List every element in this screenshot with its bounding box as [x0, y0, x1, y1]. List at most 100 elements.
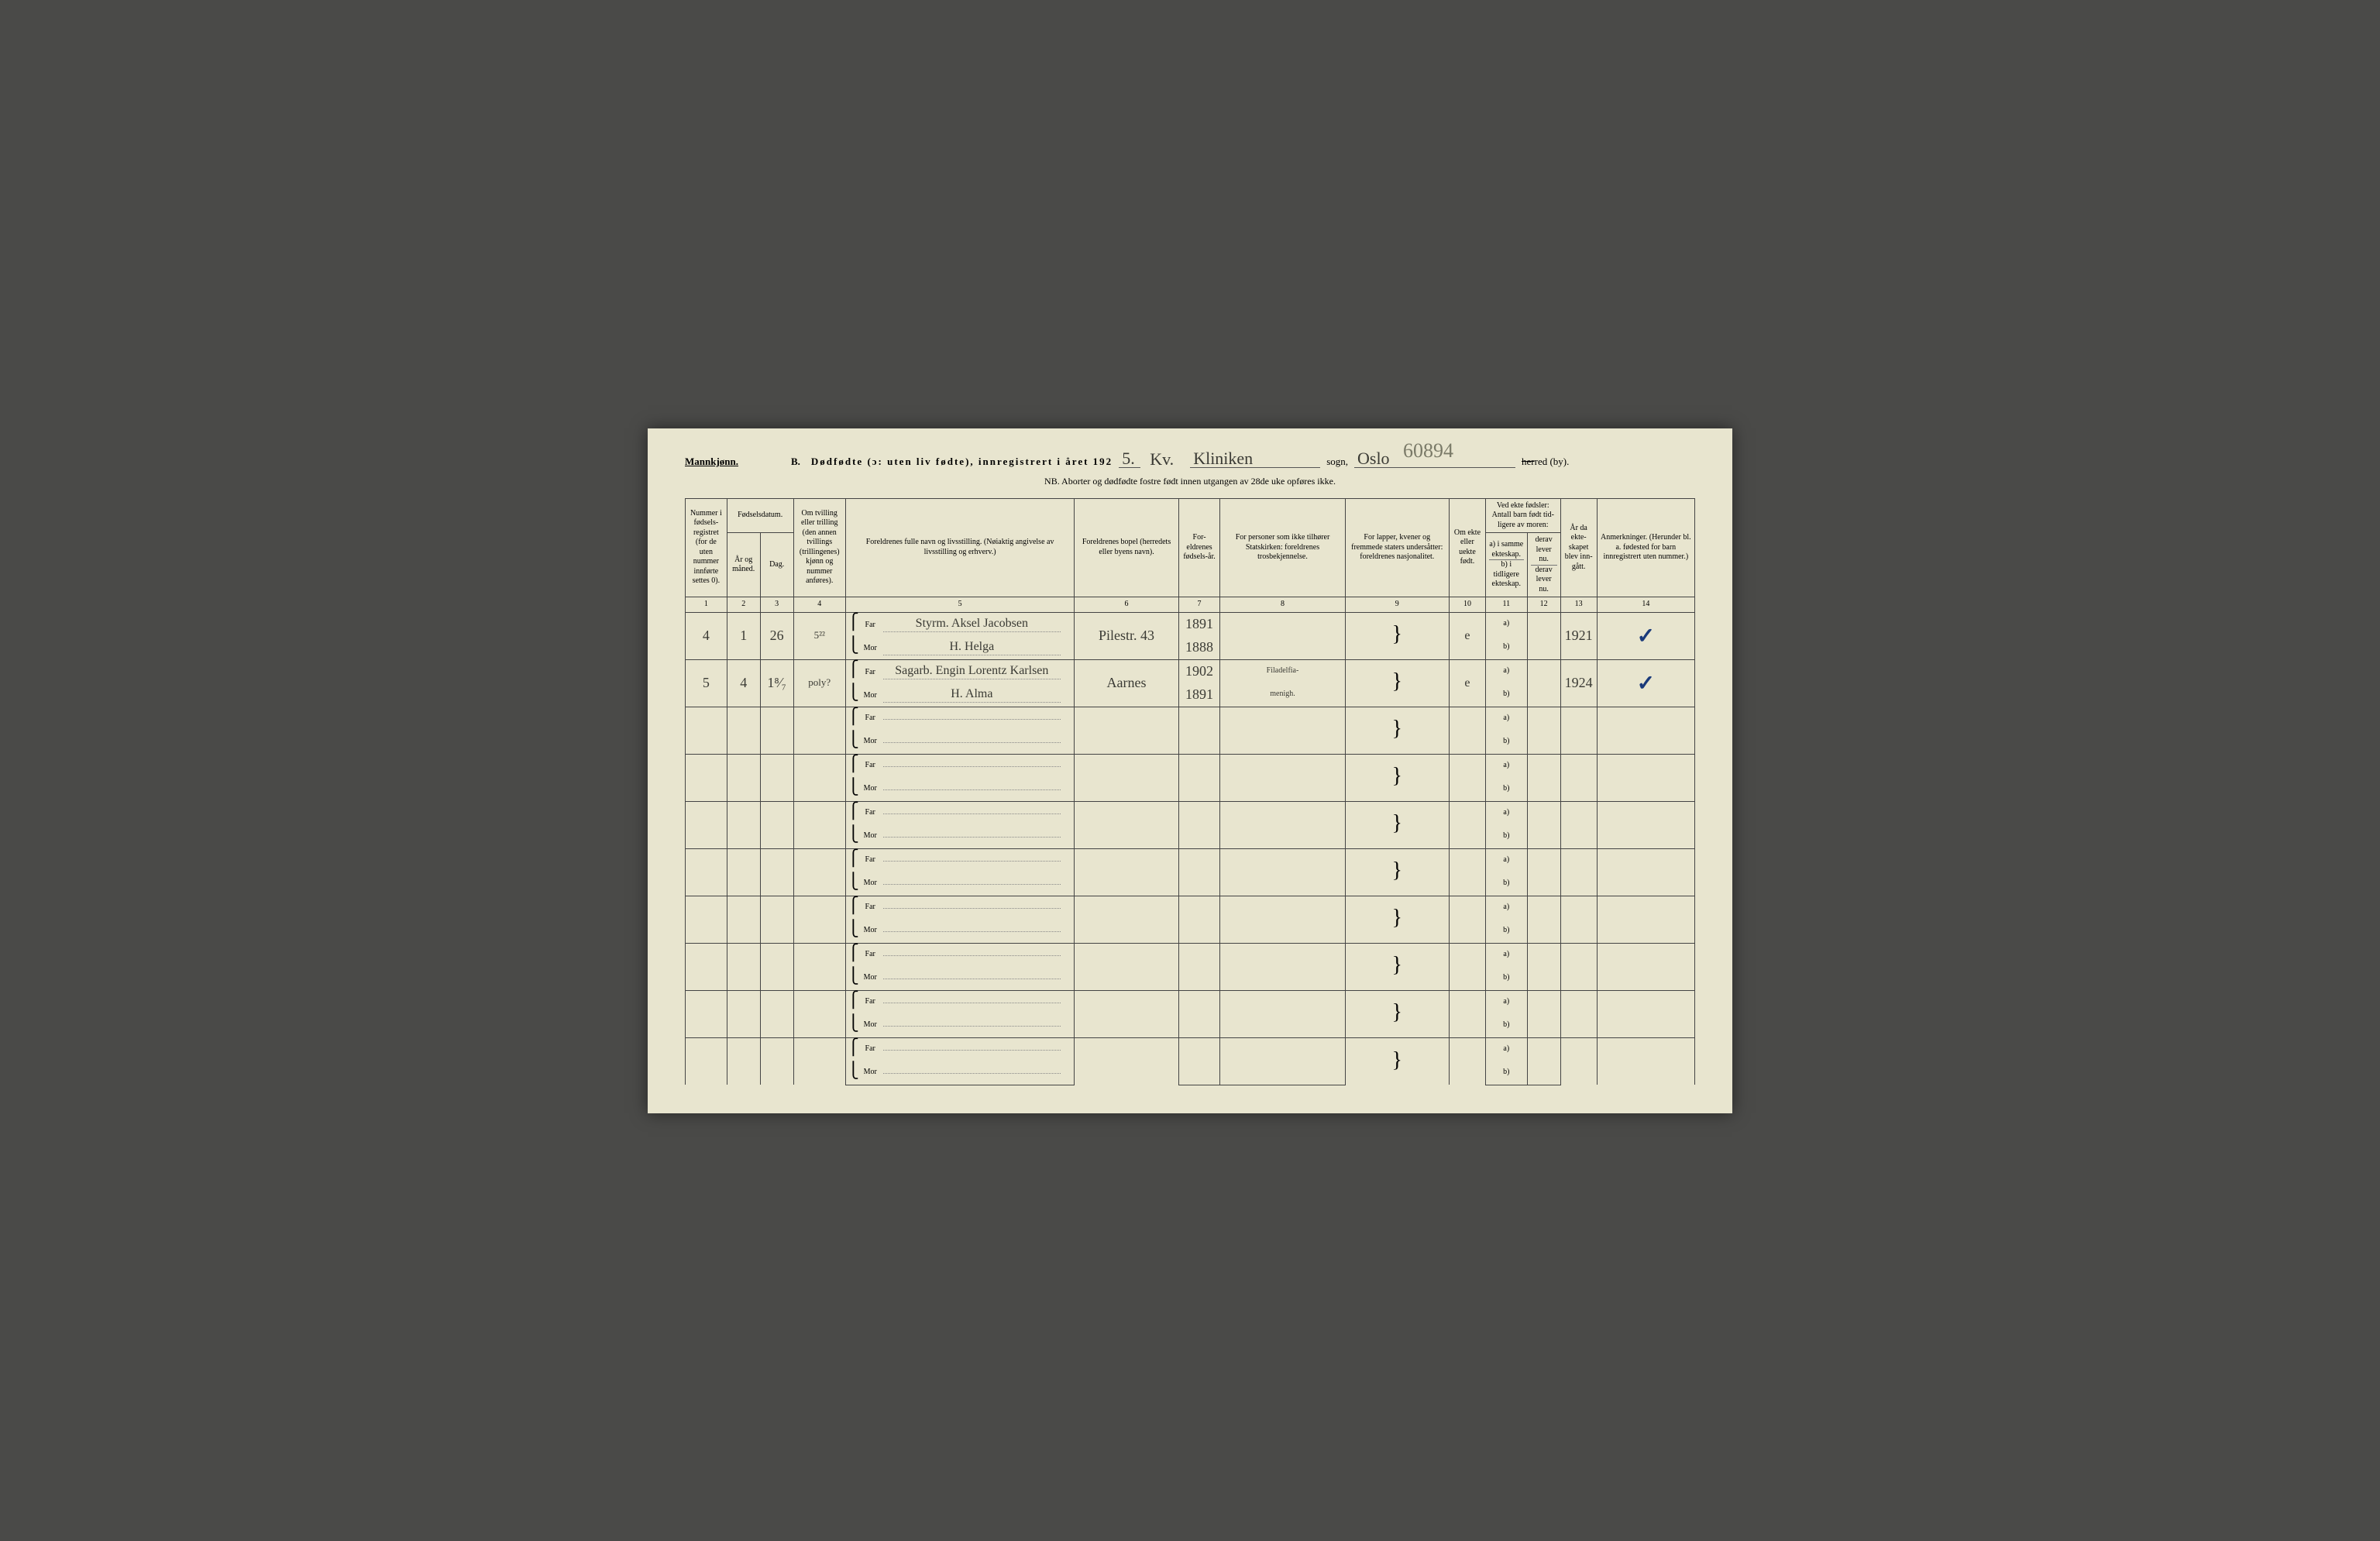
- c11b-text: b) i tidligere ekteskap.: [1492, 560, 1522, 588]
- col-num-2: 2: [727, 597, 760, 613]
- title-main: Dødfødte (ɔ: uten liv fødte), innregistr…: [811, 456, 1113, 468]
- entry-month: [727, 896, 760, 943]
- entry-day: [760, 801, 793, 848]
- c12b-text: derav lever nu.: [1536, 566, 1553, 593]
- entry-tros-mor: [1220, 1061, 1345, 1085]
- col-14-header: Anmerkninger. (Herunder bl. a. fødested …: [1597, 498, 1694, 597]
- entry-nasj: }: [1345, 943, 1449, 990]
- entry-far-aar: [1178, 990, 1220, 1014]
- entry-11a: a): [1485, 754, 1527, 778]
- entry-far: ⎧Far: [845, 801, 1075, 825]
- entry-12a: [1527, 754, 1560, 778]
- col-num-13: 13: [1560, 597, 1597, 613]
- col-5-header: Foreldrenes fulle navn og livsstilling. …: [845, 498, 1075, 597]
- entry-far-aar: [1178, 943, 1220, 967]
- entry-12b: [1527, 636, 1560, 660]
- entry-twin: poly?: [793, 659, 845, 707]
- entry-tros-far: [1220, 896, 1345, 920]
- entry-nasj: }: [1345, 990, 1449, 1037]
- sogn-prefix-hw: Kv.: [1147, 451, 1184, 468]
- entry-bopel: [1075, 754, 1178, 801]
- register-page: 60894 Mannkjønn. B. Dødfødte (ɔ: uten li…: [648, 428, 1732, 1113]
- entry-tros-mor: [1220, 1014, 1345, 1038]
- section-b: B.: [791, 456, 800, 468]
- entry-month: [727, 943, 760, 990]
- entry-twin: [793, 1037, 845, 1085]
- entry-num: [686, 943, 727, 990]
- entry-ekte: [1449, 1037, 1485, 1085]
- entry-mor-aar: [1178, 825, 1220, 849]
- sogn-hw: Kliniken: [1190, 450, 1320, 468]
- entry-11b: b): [1485, 825, 1527, 849]
- entry-far-aar: 1902: [1178, 659, 1220, 683]
- entry-ekteskap-aar: [1560, 943, 1597, 990]
- entry-tros-mor: [1220, 920, 1345, 944]
- entry-far-aar: [1178, 754, 1220, 778]
- entry-mor: ⎩Mor H. Alma: [845, 683, 1075, 707]
- entry-12b: [1527, 825, 1560, 849]
- entry-far: ⎧Far: [845, 990, 1075, 1014]
- entry-11b: b): [1485, 967, 1527, 991]
- entry-bopel: [1075, 990, 1178, 1037]
- entry-day: [760, 990, 793, 1037]
- entry-far-aar: [1178, 896, 1220, 920]
- entry-11b: b): [1485, 683, 1527, 707]
- archive-number: 60894: [1403, 439, 1453, 463]
- sogn-label: sogn,: [1326, 456, 1348, 468]
- entry-mor-aar: 1891: [1178, 683, 1220, 707]
- entry-num: 4: [686, 612, 727, 659]
- entry-twin: [793, 943, 845, 990]
- entry-day: 1⁸⁄₇: [760, 659, 793, 707]
- entry-bopel: [1075, 943, 1178, 990]
- entry-anm: ✓: [1597, 659, 1694, 707]
- entry-tros-mor: [1220, 825, 1345, 849]
- entry-twin: [793, 990, 845, 1037]
- entry-ekteskap-aar: [1560, 990, 1597, 1037]
- col-10-header: Om ekte eller uekte født.: [1449, 498, 1485, 597]
- entry-ekteskap-aar: 1921: [1560, 612, 1597, 659]
- entry-tros-mor: [1220, 636, 1345, 660]
- col-num-9: 9: [1345, 597, 1449, 613]
- entry-mor: ⎩Mor: [845, 1014, 1075, 1038]
- entry-11a: a): [1485, 659, 1527, 683]
- entry-day: [760, 896, 793, 943]
- entry-nasj: }: [1345, 754, 1449, 801]
- entry-day: [760, 754, 793, 801]
- entry-ekteskap-aar: 1924: [1560, 659, 1597, 707]
- entry-tros-mor: [1220, 872, 1345, 896]
- col-num-3: 3: [760, 597, 793, 613]
- entry-month: [727, 754, 760, 801]
- entry-day: [760, 848, 793, 896]
- entry-11b: b): [1485, 731, 1527, 755]
- entry-12b: [1527, 778, 1560, 802]
- entry-11b: b): [1485, 872, 1527, 896]
- entry-mor-aar: [1178, 731, 1220, 755]
- entry-bopel: [1075, 1037, 1178, 1085]
- entry-twin: [793, 754, 845, 801]
- entry-ekte: e: [1449, 659, 1485, 707]
- col-12-header: derav lever nu. derav lever nu.: [1527, 533, 1560, 597]
- col-2-top-header: Fødselsdatum.: [727, 498, 793, 533]
- entry-far: ⎧Far: [845, 1037, 1075, 1061]
- entry-day: 26: [760, 612, 793, 659]
- col-num-8: 8: [1220, 597, 1345, 613]
- table-head: Nummer i fødsels-registret (for de uten …: [686, 498, 1695, 612]
- entry-far-aar: [1178, 707, 1220, 731]
- herred-label: herred (by).: [1522, 456, 1569, 468]
- entry-nasj: }: [1345, 896, 1449, 943]
- entry-mor-aar: [1178, 778, 1220, 802]
- entry-bopel: [1075, 707, 1178, 754]
- entry-num: [686, 801, 727, 848]
- entry-tros-far: [1220, 801, 1345, 825]
- entry-month: [727, 990, 760, 1037]
- entry-bopel: [1075, 801, 1178, 848]
- entry-nasj: }: [1345, 801, 1449, 848]
- entry-ekteskap-aar: [1560, 1037, 1597, 1085]
- table-body: 41265²²⎧Far Styrm. Aksel JacobsenPilestr…: [686, 612, 1695, 1085]
- entry-ekteskap-aar: [1560, 801, 1597, 848]
- entry-mor: ⎩Mor: [845, 920, 1075, 944]
- entry-far-aar: [1178, 848, 1220, 872]
- entry-mor-aar: [1178, 872, 1220, 896]
- col-1-header: Nummer i fødsels-registret (for de uten …: [686, 498, 727, 597]
- entry-bopel: Aarnes: [1075, 659, 1178, 707]
